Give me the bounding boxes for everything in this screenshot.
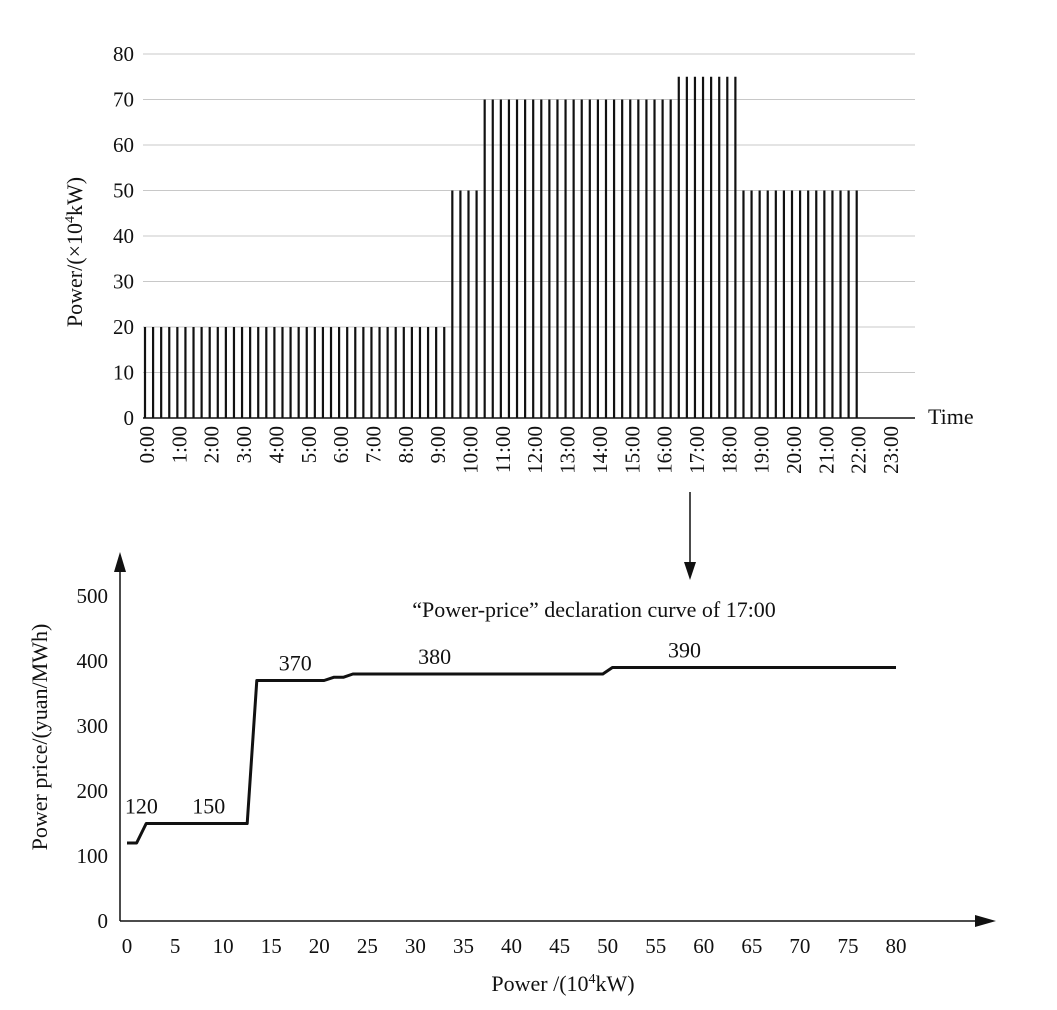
bottom-x-tick-label: 30: [405, 934, 426, 958]
bottom-x-tick-label: 5: [170, 934, 181, 958]
top-x-tick-label: 0:00: [135, 426, 159, 463]
price-step-label: 380: [418, 644, 451, 669]
bottom-y-tick-label: 500: [77, 584, 109, 608]
top-x-tick-label: 8:00: [394, 426, 418, 463]
bottom-x-tick-label: 60: [693, 934, 714, 958]
bottom-x-tick-label: 80: [886, 934, 907, 958]
bottom-y-tick-label: 300: [77, 714, 109, 738]
top-x-tick-label: 15:00: [620, 426, 644, 474]
bottom-x-tick-label: 50: [597, 934, 618, 958]
top-chart-gridlines: [143, 53, 915, 373]
top-y-tick-label: 40: [113, 224, 134, 248]
top-chart-y-ticks: 0 10 20 30 40 50 60 70 80: [113, 42, 134, 430]
bottom-x-tick-label: 55: [645, 934, 666, 958]
top-y-tick-label: 80: [113, 42, 134, 66]
price-step-label: 150: [192, 794, 225, 819]
bottom-x-tick-label: 40: [501, 934, 522, 958]
top-y-tick-label: 50: [113, 179, 134, 203]
top-y-tick-label: 0: [124, 406, 135, 430]
bottom-x-tick-label: 75: [837, 934, 858, 958]
bottom-x-tick-label: 70: [789, 934, 810, 958]
bottom-x-tick-label: 25: [357, 934, 378, 958]
x-axis-arrowhead: [975, 915, 996, 927]
bottom-x-tick-label: 35: [453, 934, 474, 958]
top-y-tick-label: 30: [113, 270, 134, 294]
top-y-tick-label: 70: [113, 88, 134, 112]
bottom-y-tick-label: 200: [77, 779, 109, 803]
connector-arrow: [684, 492, 696, 580]
price-curve-line: [127, 666, 896, 845]
bottom-chart-x-ticks: 0 5 10 15 20 25 30 35 40 45 50 55 60 65 70 75 80: [122, 934, 907, 958]
bottom-chart-y-axis-title: Power price/(yuan/MWh): [27, 624, 52, 851]
top-y-tick-label: 20: [113, 315, 134, 339]
top-x-tick-label: 11:00: [491, 426, 515, 473]
top-x-tick-label: 5:00: [297, 426, 321, 463]
top-x-tick-label: 1:00: [167, 426, 191, 463]
bottom-chart-x-axis-title: Power /(104kW): [491, 971, 634, 996]
top-x-tick-label: 16:00: [653, 426, 677, 474]
top-y-tick-label: 60: [113, 133, 134, 157]
top-x-tick-label: 6:00: [329, 426, 353, 463]
bottom-y-tick-label: 0: [98, 909, 109, 933]
price-step-label: 120: [125, 794, 158, 819]
top-x-tick-label: 2:00: [200, 426, 224, 463]
top-x-tick-label: 23:00: [879, 426, 903, 474]
top-x-tick-label: 14:00: [588, 426, 612, 474]
top-x-tick-label: 3:00: [232, 426, 256, 463]
power-schedule-chart: 0 10 20 30 40 50 60 70 80 0:00 1:00 2:00 3:00 4:00 5:…: [62, 42, 974, 474]
price-step-labels: 120 150 370 380 390: [125, 638, 701, 819]
top-x-tick-label: 19:00: [750, 426, 774, 474]
top-x-tick-label: 13:00: [556, 426, 580, 474]
bottom-x-tick-label: 65: [741, 934, 762, 958]
y-axis-arrowhead: [114, 552, 126, 572]
top-x-tick-label: 7:00: [361, 426, 385, 463]
top-chart-x-axis-title: Time: [928, 404, 974, 429]
top-chart-bars: [143, 76, 858, 418]
bottom-x-tick-label: 45: [549, 934, 570, 958]
bottom-x-tick-label: 15: [261, 934, 282, 958]
top-x-tick-label: 22:00: [847, 426, 871, 474]
top-x-tick-label: 20:00: [782, 426, 806, 474]
top-x-tick-label: 10:00: [459, 426, 483, 474]
top-x-tick-label: 12:00: [523, 426, 547, 474]
top-x-tick-label: 18:00: [717, 426, 741, 474]
top-y-tick-label: 10: [113, 361, 134, 385]
bottom-y-tick-label: 100: [77, 844, 109, 868]
bottom-x-tick-label: 20: [309, 934, 330, 958]
bottom-chart-title: “Power-price” declaration curve of 17:00: [412, 597, 776, 622]
bottom-chart-y-ticks: 0 100 200 300 400 500: [77, 584, 109, 933]
top-x-tick-label: 4:00: [264, 426, 288, 463]
bottom-x-tick-label: 0: [122, 934, 133, 958]
price-step-label: 390: [668, 638, 701, 663]
top-x-tick-label: 21:00: [814, 426, 838, 474]
top-chart-y-axis-title: Power/(×104kW): [62, 177, 87, 327]
bottom-y-tick-label: 400: [77, 649, 109, 673]
bottom-x-tick-label: 10: [213, 934, 234, 958]
price-step-label: 370: [279, 651, 312, 676]
bottom-chart-axes: [114, 552, 996, 927]
top-x-tick-label: 17:00: [685, 426, 709, 474]
power-price-curve-chart: 0 100 200 300 400 500 0 5 10 15 20 25 30 35 40 45 50 55 6…: [27, 552, 996, 996]
top-chart-x-ticks: 0:00 1:00 2:00 3:00 4:00 5:00 6:00 7:00 8:00 9:00…: [135, 426, 903, 474]
top-x-tick-label: 9:00: [426, 426, 450, 463]
